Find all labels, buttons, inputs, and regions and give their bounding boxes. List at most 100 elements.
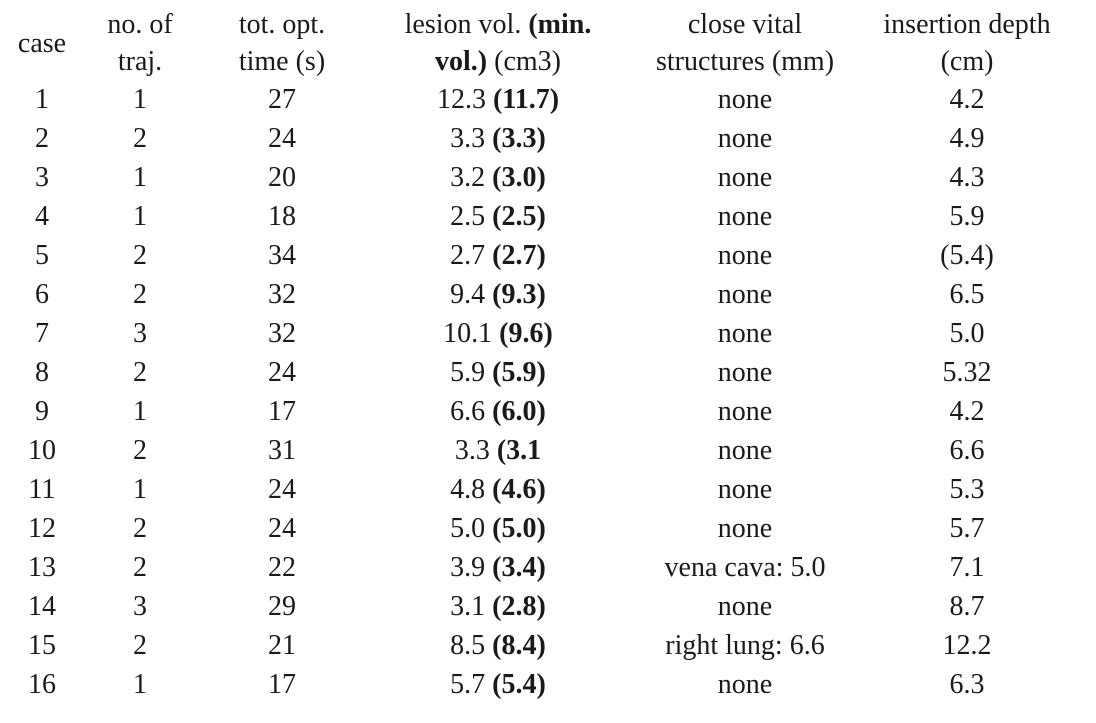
- table-row: 7 3 32 10.1 (9.6) none 5.0: [0, 314, 1072, 353]
- lesion-min-volume-value: (5.0): [492, 513, 546, 544]
- cell-vital-structures: none: [717, 669, 773, 700]
- table-row: 2 2 24 3.3 (3.3) none 4.9: [0, 119, 1072, 158]
- lesion-min-volume-value: (2.7): [492, 240, 546, 271]
- table-row: 15 2 21 8.5 (8.4) right lung: 6.6 12.2: [0, 626, 1072, 665]
- lesion-min-volume-value: (2.8): [492, 591, 546, 622]
- cell-insertion-depth: 4.3: [949, 162, 985, 193]
- cell-trajectories: 2: [133, 513, 147, 544]
- column-header-case: case: [0, 6, 84, 80]
- lesion-min-volume-value: (5.9): [492, 357, 546, 388]
- cell-opt-time: 27: [268, 84, 296, 115]
- cell-insertion-depth: 8.7: [949, 591, 985, 622]
- cell-trajectories: 3: [133, 591, 147, 622]
- cell-case: 7: [35, 318, 49, 349]
- header-line-2: traj.: [117, 46, 163, 77]
- cell-trajectories: 1: [133, 669, 147, 700]
- cell-case: 10: [28, 435, 56, 466]
- cell-case: 4: [35, 201, 49, 232]
- cell-vital-structures: none: [717, 279, 773, 310]
- lesion-min-volume-value: (3.0): [492, 162, 546, 193]
- cell-trajectories: 2: [133, 552, 147, 583]
- table-row: 8 2 24 5.9 (5.9) none 5.32: [0, 353, 1072, 392]
- lesion-volume-value: 4.8: [450, 474, 486, 505]
- cell-case: 5: [35, 240, 49, 271]
- cell-vital-structures: none: [717, 162, 773, 193]
- cell-trajectories: 3: [133, 318, 147, 349]
- cell-vital-structures: vena cava: 5.0: [664, 552, 826, 583]
- header-line-2: vol.) (cm3): [368, 43, 628, 80]
- lesion-min-volume-value: (9.6): [499, 318, 553, 349]
- lesion-volume-value: 3.3: [454, 435, 490, 466]
- cell-insertion-depth: 4.2: [949, 84, 985, 115]
- cell-trajectories: 1: [133, 201, 147, 232]
- table-row: 4 1 18 2.5 (2.5) none 5.9: [0, 197, 1072, 236]
- cell-vital-structures: none: [717, 513, 773, 544]
- cell-case: 12: [28, 513, 56, 544]
- table-row: 13 2 22 3.9 (3.4) vena cava: 5.0 7.1: [0, 548, 1072, 587]
- lesion-volume-value: 5.7: [450, 669, 486, 700]
- cell-insertion-depth: 5.32: [942, 357, 992, 388]
- cell-lesion-volume: 2.5 (2.5): [368, 197, 628, 236]
- table-row: 12 2 24 5.0 (5.0) none 5.7: [0, 509, 1072, 548]
- header-line-1: close vital: [687, 9, 803, 40]
- cell-case: 14: [28, 591, 56, 622]
- cell-case: 15: [28, 630, 56, 661]
- cell-opt-time: 20: [268, 162, 296, 193]
- table-row: 1 1 27 12.3 (11.7) none 4.2: [0, 80, 1072, 119]
- table-header: case no. of traj. tot. opt. time (s) les…: [0, 6, 1072, 80]
- cell-opt-time: 22: [268, 552, 296, 583]
- cell-opt-time: 32: [268, 318, 296, 349]
- lesion-header-bold: (min.: [528, 9, 592, 40]
- cell-case: 16: [28, 669, 56, 700]
- lesion-volume-value: 8.5: [450, 630, 486, 661]
- header-line-1: tot. opt.: [238, 9, 326, 40]
- table-row: 14 3 29 3.1 (2.8) none 8.7: [0, 587, 1072, 626]
- column-header-vital-structures: close vital structures (mm): [628, 6, 862, 80]
- cell-insertion-depth: 6.3: [949, 669, 985, 700]
- cell-lesion-volume: 3.3 (3.1: [368, 431, 628, 470]
- cell-case: 13: [28, 552, 56, 583]
- cell-lesion-volume: 9.4 (9.3): [368, 275, 628, 314]
- table-row: 5 2 34 2.7 (2.7) none (5.4): [0, 236, 1072, 275]
- cell-trajectories: 2: [133, 279, 147, 310]
- lesion-header-bold: vol.): [435, 46, 488, 77]
- cell-lesion-volume: 10.1 (9.6): [368, 314, 628, 353]
- lesion-min-volume-value: (4.6): [492, 474, 546, 505]
- cell-insertion-depth: 5.9: [949, 201, 985, 232]
- header-case-label: case: [17, 27, 67, 59]
- cell-trajectories: 2: [133, 123, 147, 154]
- cell-insertion-depth: 6.6: [949, 435, 985, 466]
- column-header-lesion-volume: lesion vol. (min. vol.) (cm3): [368, 6, 628, 80]
- cell-case: 11: [28, 474, 56, 505]
- cell-trajectories: 1: [133, 474, 147, 505]
- cell-trajectories: 2: [133, 435, 147, 466]
- lesion-min-volume-value: (9.3): [492, 279, 546, 310]
- lesion-header-regular: (cm3): [494, 46, 561, 77]
- lesion-min-volume-value: (6.0): [492, 396, 546, 427]
- table-row: 3 1 20 3.2 (3.0) none 4.3: [0, 158, 1072, 197]
- cell-opt-time: 24: [268, 513, 296, 544]
- cell-insertion-depth: 4.2: [949, 396, 985, 427]
- lesion-volume-value: 2.5: [450, 201, 486, 232]
- lesion-volume-value: 9.4: [450, 279, 486, 310]
- cell-lesion-volume: 3.1 (2.8): [368, 587, 628, 626]
- cell-insertion-depth: 5.3: [949, 474, 985, 505]
- lesion-min-volume-value: (11.7): [492, 84, 560, 115]
- lesion-min-volume-value: (5.4): [492, 669, 546, 700]
- cell-case: 9: [35, 396, 49, 427]
- lesion-min-volume-value: (3.4): [492, 552, 546, 583]
- cell-insertion-depth: 7.1: [949, 552, 985, 583]
- cell-vital-structures: none: [717, 123, 773, 154]
- cell-opt-time: 18: [268, 201, 296, 232]
- lesion-min-volume-value: (3.1: [496, 435, 542, 466]
- cell-trajectories: 2: [133, 357, 147, 388]
- table-row: 16 1 17 5.7 (5.4) none 6.3: [0, 665, 1072, 704]
- cell-case: 2: [35, 123, 49, 154]
- table-row: 10 2 31 3.3 (3.1 none 6.6: [0, 431, 1072, 470]
- lesion-volume-value: 3.1: [450, 591, 486, 622]
- cell-opt-time: 32: [268, 279, 296, 310]
- cell-vital-structures: none: [717, 240, 773, 271]
- lesion-volume-value: 2.7: [450, 240, 486, 271]
- cell-lesion-volume: 4.8 (4.6): [368, 470, 628, 509]
- lesion-min-volume-value: (2.5): [492, 201, 546, 232]
